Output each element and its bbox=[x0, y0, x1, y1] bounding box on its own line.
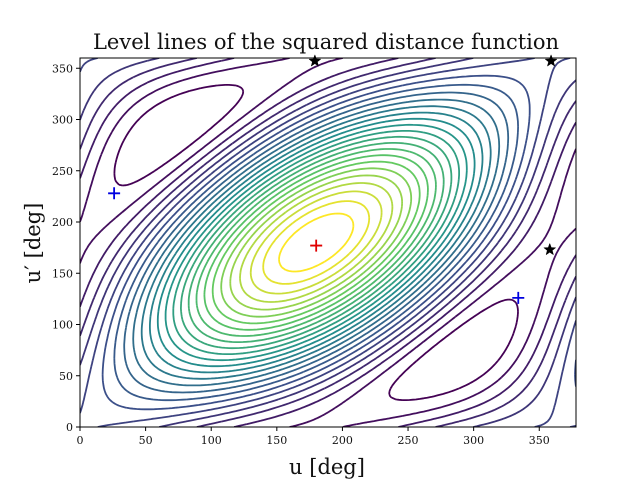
y-axis-ticks: 0 50 100 150 200 250 300 350 bbox=[52, 62, 80, 434]
contour-level bbox=[229, 174, 403, 311]
contour-level bbox=[239, 182, 394, 303]
y-tick-label: 0 bbox=[66, 421, 73, 434]
contour-level bbox=[113, 83, 519, 402]
contour-level bbox=[164, 123, 468, 362]
contour-level bbox=[278, 212, 355, 273]
y-tick-label: 350 bbox=[52, 62, 73, 75]
x-axis-label: u [deg] bbox=[289, 455, 365, 479]
minimum-marker bbox=[108, 187, 121, 200]
contour-level bbox=[156, 117, 476, 368]
x-tick-label: 50 bbox=[139, 434, 153, 447]
y-tick-label: 300 bbox=[52, 114, 73, 127]
contour-level bbox=[211, 160, 421, 325]
y-tick-label: 50 bbox=[59, 370, 73, 383]
contour-level bbox=[80, 58, 576, 427]
contour-level bbox=[149, 111, 484, 374]
x-tick-label: 0 bbox=[77, 434, 84, 447]
saddle-marker bbox=[544, 54, 558, 67]
y-tick-label: 100 bbox=[52, 319, 73, 332]
y-tick-label: 250 bbox=[52, 165, 73, 178]
x-tick-label: 350 bbox=[529, 434, 550, 447]
y-tick-label: 150 bbox=[52, 267, 73, 280]
minimum-marker bbox=[512, 291, 525, 304]
x-tick-label: 100 bbox=[201, 434, 222, 447]
contour-level bbox=[220, 167, 413, 318]
contour-level bbox=[140, 105, 492, 380]
contour-level bbox=[203, 154, 429, 331]
saddle-marker bbox=[308, 54, 322, 67]
contour-level bbox=[123, 91, 510, 394]
chart-title: Level lines of the squared distance func… bbox=[93, 30, 559, 54]
contour-level bbox=[113, 84, 519, 401]
x-tick-label: 200 bbox=[332, 434, 353, 447]
contour-level bbox=[249, 190, 383, 295]
x-tick-label: 300 bbox=[463, 434, 484, 447]
contour-level bbox=[180, 135, 453, 350]
contour-level bbox=[262, 200, 371, 285]
y-axis-label: u′ [deg] bbox=[21, 203, 45, 284]
maximum-marker bbox=[310, 239, 323, 252]
x-axis-ticks: 0 50 100 150 200 250 300 350 bbox=[77, 427, 550, 447]
contour-level bbox=[187, 142, 445, 343]
x-tick-label: 250 bbox=[398, 434, 419, 447]
y-tick-label: 200 bbox=[52, 216, 73, 229]
contour-level bbox=[132, 98, 501, 387]
saddle-marker bbox=[543, 242, 557, 256]
plot-frame bbox=[79, 57, 577, 428]
contour-level bbox=[172, 130, 460, 355]
marker-layer bbox=[108, 54, 558, 304]
x-tick-label: 150 bbox=[266, 434, 287, 447]
contour-lines bbox=[80, 58, 576, 427]
contour-level bbox=[101, 74, 576, 411]
contour-level bbox=[195, 148, 437, 337]
